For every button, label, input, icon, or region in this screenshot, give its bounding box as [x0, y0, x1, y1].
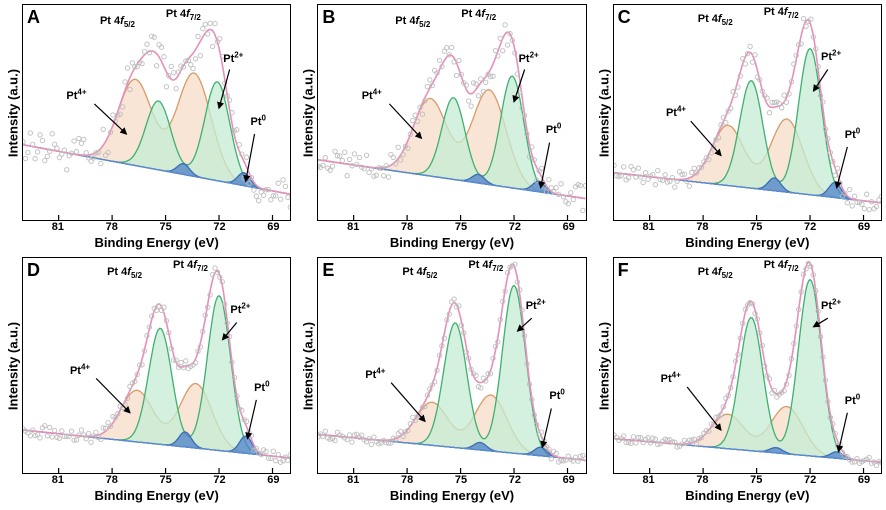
x-tick: 78: [401, 221, 413, 233]
x-tick: 78: [696, 221, 708, 233]
label-pt4plus: Pt4+: [365, 370, 385, 381]
x-tick: 75: [750, 474, 762, 486]
label-pt2plus: Pt2+: [821, 52, 841, 63]
y-axis-label: Intensity (a.u.): [596, 68, 611, 156]
label-pt2plus: Pt2+: [230, 305, 250, 316]
x-tick: 81: [347, 221, 359, 233]
x-tick: 78: [106, 221, 118, 233]
x-ticks: 81 78 75 72 69: [317, 474, 586, 488]
panel-b: Intensity (a.u.) B Pt 4f5/2 Pt 4f7/2 Pt4+ Pt2…: [299, 4, 586, 253]
label-pt4f52: Pt 4f5/2: [395, 16, 430, 27]
label-pt4f72: Pt 4f7/2: [468, 260, 503, 271]
panel-letter: D: [27, 260, 40, 281]
x-axis-label: Binding Energy (eV): [613, 488, 882, 503]
label-pt4f52: Pt 4f5/2: [100, 16, 135, 27]
x-tick: 72: [213, 474, 225, 486]
label-pt0: Pt0: [845, 396, 860, 407]
panel-e: Intensity (a.u.) E Pt 4f5/2 Pt 4f7/2 Pt4+ Pt2…: [299, 257, 586, 506]
x-axis-label: Binding Energy (eV): [22, 235, 291, 250]
plot-area: A Pt 4f5/2 Pt 4f7/2 Pt4+ Pt2+ Pt0: [22, 4, 291, 221]
x-tick: 75: [750, 221, 762, 233]
y-axis-label: Intensity (a.u.): [301, 321, 316, 409]
x-ticks: 81 78 75 72 69: [22, 221, 291, 235]
x-tick: 69: [267, 221, 279, 233]
label-pt4plus: Pt4+: [66, 91, 86, 102]
y-axis-label: Intensity (a.u.): [6, 321, 21, 409]
x-ticks: 81 78 75 72 69: [22, 474, 291, 488]
label-pt4f72: Pt 4f7/2: [764, 260, 799, 271]
xps-figure: Intensity (a.u.) A Pt 4f5/2 Pt 4f7/2 Pt4+ Pt2…: [0, 0, 886, 510]
x-axis-label: Binding Energy (eV): [317, 235, 586, 250]
panel-f: Intensity (a.u.) F Pt 4f5/2 Pt 4f7/2 Pt4+ Pt2…: [595, 257, 882, 506]
plot-area: D Pt 4f5/2 Pt 4f7/2 Pt4+ Pt2+ Pt0: [22, 257, 291, 474]
x-tick: 78: [106, 474, 118, 486]
label-pt4f52: Pt 4f5/2: [107, 267, 142, 278]
panel-letter: B: [322, 7, 335, 28]
label-pt0: Pt0: [546, 125, 561, 136]
label-pt4f72: Pt 4f7/2: [461, 9, 496, 20]
y-axis-label: Intensity (a.u.): [6, 68, 21, 156]
plot-area: B Pt 4f5/2 Pt 4f7/2 Pt4+ Pt2+ Pt0: [317, 4, 586, 221]
x-tick: 78: [696, 474, 708, 486]
x-tick: 75: [160, 474, 172, 486]
label-pt4plus: Pt4+: [661, 374, 681, 385]
x-tick: 72: [509, 221, 521, 233]
x-ticks: 81 78 75 72 69: [613, 221, 882, 235]
pt2-peaks: [614, 49, 881, 203]
label-pt4f72: Pt 4f7/2: [764, 7, 799, 18]
label-pt4plus: Pt4+: [362, 91, 382, 102]
label-pt4plus: Pt4+: [70, 366, 90, 377]
label-pt2plus: Pt2+: [519, 54, 539, 65]
x-tick: 75: [160, 221, 172, 233]
panel-letter: E: [322, 260, 334, 281]
label-pt4f72: Pt 4f7/2: [173, 260, 208, 271]
panel-letter: C: [618, 7, 631, 28]
label-pt0: Pt0: [845, 130, 860, 141]
x-tick: 69: [563, 221, 575, 233]
x-axis-label: Binding Energy (eV): [317, 488, 586, 503]
panel-c: Intensity (a.u.) C Pt 4f5/2 Pt 4f7/2 Pt4+ Pt2…: [595, 4, 882, 253]
label-pt2plus: Pt2+: [821, 301, 841, 312]
label-pt2plus: Pt2+: [526, 301, 546, 312]
label-pt4f52: Pt 4f5/2: [698, 267, 733, 278]
label-pt4f52: Pt 4f5/2: [402, 267, 437, 278]
label-pt2plus: Pt2+: [223, 54, 243, 65]
plot-area: C Pt 4f5/2 Pt 4f7/2 Pt4+ Pt2+ Pt0: [613, 4, 882, 221]
x-axis-label: Binding Energy (eV): [613, 235, 882, 250]
x-tick: 72: [804, 474, 816, 486]
x-tick: 69: [858, 474, 870, 486]
label-pt4f72: Pt 4f7/2: [166, 9, 201, 20]
x-tick: 69: [267, 474, 279, 486]
panel-d: Intensity (a.u.) D Pt 4f5/2 Pt 4f7/2 Pt4+ Pt2…: [4, 257, 291, 506]
x-ticks: 81 78 75 72 69: [317, 221, 586, 235]
panel-a: Intensity (a.u.) A Pt 4f5/2 Pt 4f7/2 Pt4+ Pt2…: [4, 4, 291, 253]
x-tick: 81: [52, 474, 64, 486]
x-tick: 75: [455, 221, 467, 233]
x-tick: 69: [563, 474, 575, 486]
panel-letter: F: [618, 260, 629, 281]
plot-area: E Pt 4f5/2 Pt 4f7/2 Pt4+ Pt2+ Pt0: [317, 257, 586, 474]
plot-area: F Pt 4f5/2 Pt 4f7/2 Pt4+ Pt2+ Pt0: [613, 257, 882, 474]
label-pt4plus: Pt4+: [666, 108, 686, 119]
x-tick: 81: [347, 474, 359, 486]
x-tick: 78: [401, 474, 413, 486]
pt2-peaks: [318, 76, 585, 198]
x-tick: 69: [858, 221, 870, 233]
label-pt0: Pt0: [254, 383, 269, 394]
x-axis-label: Binding Energy (eV): [22, 488, 291, 503]
x-tick: 72: [804, 221, 816, 233]
label-pt4f52: Pt 4f5/2: [698, 14, 733, 25]
x-tick: 81: [642, 221, 654, 233]
y-axis-label: Intensity (a.u.): [301, 68, 316, 156]
panel-letter: A: [27, 7, 40, 28]
x-ticks: 81 78 75 72 69: [613, 474, 882, 488]
label-pt0: Pt0: [251, 117, 266, 128]
x-tick: 81: [52, 221, 64, 233]
x-tick: 72: [509, 474, 521, 486]
y-axis-label: Intensity (a.u.): [596, 321, 611, 409]
label-pt0: Pt0: [549, 391, 564, 402]
x-tick: 81: [642, 474, 654, 486]
x-tick: 72: [213, 221, 225, 233]
x-tick: 75: [455, 474, 467, 486]
